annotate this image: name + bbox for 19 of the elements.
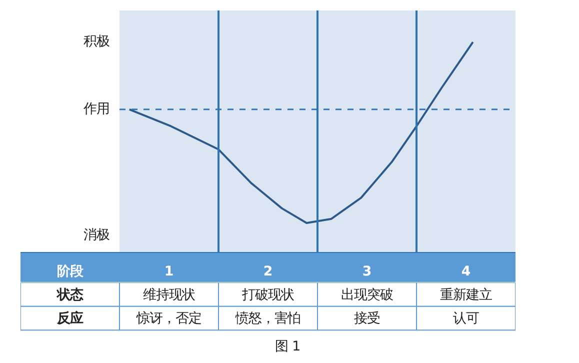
x-axis-title: 阶段 (57, 264, 84, 280)
text: 认可 (453, 310, 479, 326)
x-tick-label: 1 (164, 264, 174, 280)
text: 打破现状 (242, 286, 294, 302)
x-tick-label: 4 (461, 264, 471, 280)
text: 接受 (354, 310, 380, 326)
caption: 图 1 (274, 339, 301, 354)
text: 重新建立 (440, 286, 492, 302)
text: 维持现状 (143, 286, 195, 302)
category-label: 反应 (56, 310, 83, 326)
text: 出现突破 (341, 286, 393, 302)
x-tick-label: 2 (263, 264, 273, 280)
annotation: 消极 (84, 228, 110, 244)
category-label: 状态 (56, 286, 84, 302)
annotation: 积极 (84, 34, 110, 50)
x-tick-label: 3 (362, 264, 372, 280)
ref-line-label: 作用 (82, 102, 110, 117)
text: 愤怒，害怕 (236, 310, 300, 326)
text: 惊讶，否定 (136, 310, 202, 326)
